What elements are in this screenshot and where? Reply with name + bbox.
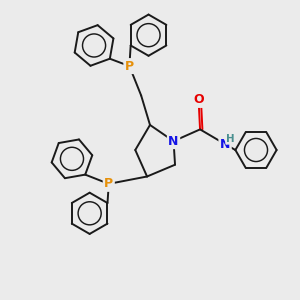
Text: P: P — [125, 60, 134, 73]
Text: O: O — [193, 93, 204, 106]
Text: P: P — [104, 177, 113, 190]
Text: N: N — [168, 135, 179, 148]
Text: H: H — [226, 134, 235, 144]
Text: N: N — [220, 138, 230, 151]
